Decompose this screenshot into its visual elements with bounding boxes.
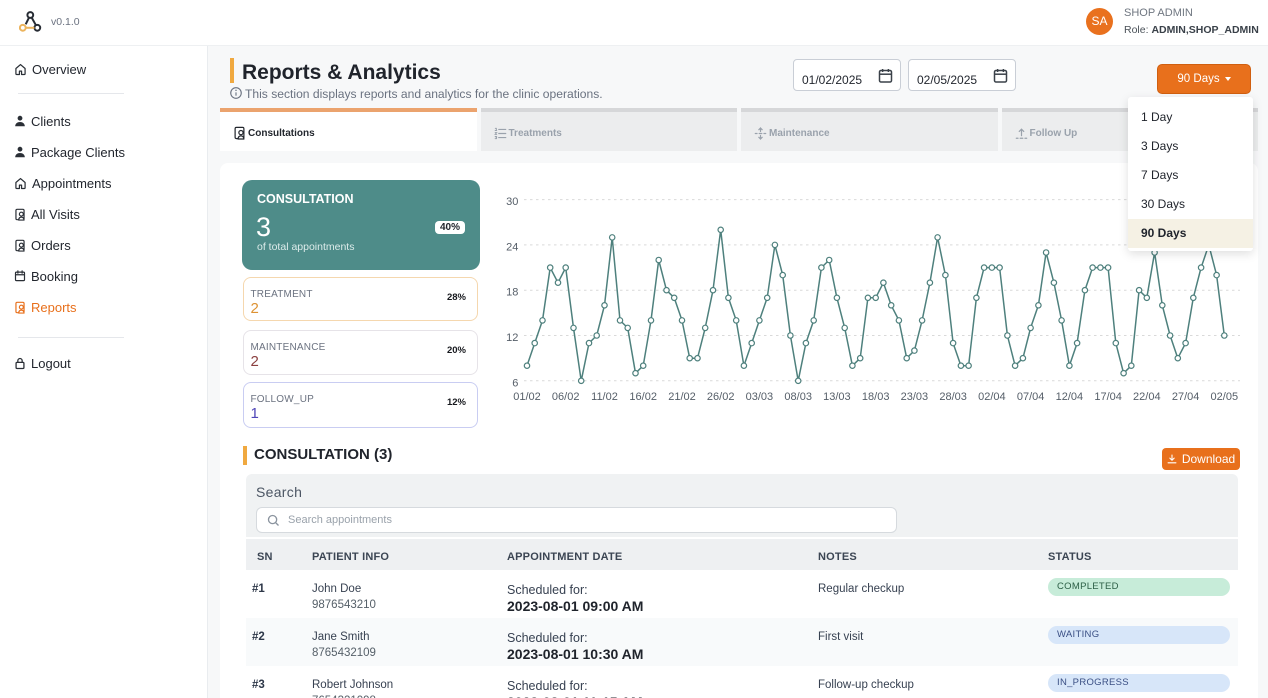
svg-text:28/03: 28/03 (939, 391, 967, 400)
svg-text:6: 6 (512, 377, 518, 389)
svg-text:22/04: 22/04 (1133, 391, 1161, 400)
svg-text:23/03: 23/03 (901, 391, 929, 400)
svg-text:16/02: 16/02 (629, 391, 657, 400)
svg-text:03/03: 03/03 (746, 391, 774, 400)
svg-text:27/04: 27/04 (1172, 391, 1200, 400)
svg-text:24: 24 (506, 241, 518, 253)
svg-text:12/04: 12/04 (1056, 391, 1084, 400)
svg-text:30: 30 (506, 196, 518, 208)
svg-text:13/03: 13/03 (823, 391, 851, 400)
svg-text:02/05: 02/05 (1211, 391, 1239, 400)
svg-text:02/04: 02/04 (978, 391, 1006, 400)
svg-text:12: 12 (506, 332, 518, 344)
svg-text:07/04: 07/04 (1017, 391, 1045, 400)
svg-text:08/03: 08/03 (784, 391, 812, 400)
svg-text:18/03: 18/03 (862, 391, 890, 400)
svg-text:21/02: 21/02 (668, 391, 696, 400)
svg-text:06/02: 06/02 (552, 391, 580, 400)
svg-text:17/04: 17/04 (1094, 391, 1122, 400)
svg-text:01/02: 01/02 (513, 391, 541, 400)
svg-text:26/02: 26/02 (707, 391, 735, 400)
svg-text:11/02: 11/02 (591, 391, 618, 400)
svg-text:18: 18 (506, 287, 518, 299)
